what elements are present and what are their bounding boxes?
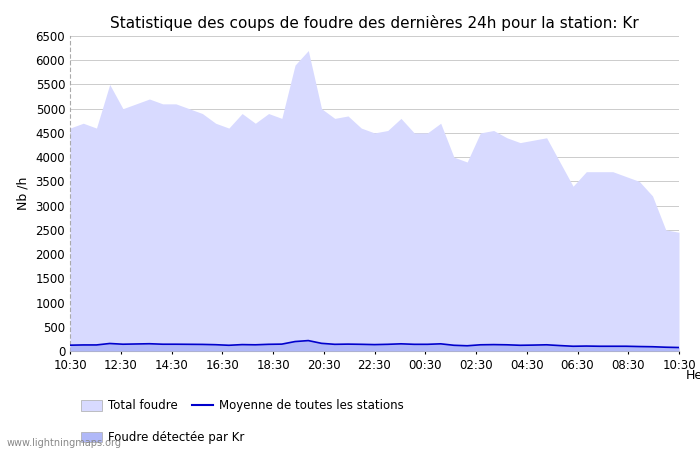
Legend: Foudre détectée par Kr: Foudre détectée par Kr (76, 426, 249, 449)
Title: Statistique des coups de foudre des dernières 24h pour la station: Kr: Statistique des coups de foudre des dern… (110, 15, 639, 31)
Text: Heure: Heure (686, 369, 700, 382)
Y-axis label: Nb /h: Nb /h (17, 177, 30, 210)
Text: www.lightningmaps.org: www.lightningmaps.org (7, 437, 122, 447)
